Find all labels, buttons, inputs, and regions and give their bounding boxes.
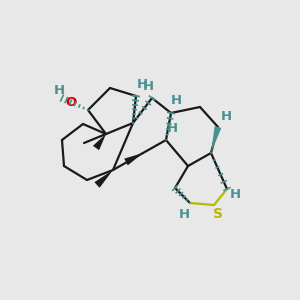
Text: H: H [170, 94, 182, 106]
Text: H: H [167, 122, 178, 134]
Text: S: S [213, 207, 223, 221]
Polygon shape [211, 126, 221, 153]
Text: H: H [230, 188, 241, 200]
Text: H: H [220, 110, 232, 124]
Text: H: H [136, 79, 148, 92]
Text: H: H [178, 208, 190, 220]
Text: O: O [65, 97, 76, 110]
Polygon shape [94, 170, 113, 188]
Polygon shape [124, 153, 143, 165]
Polygon shape [93, 134, 106, 150]
Text: H: H [53, 85, 64, 98]
Text: H: H [142, 80, 154, 92]
